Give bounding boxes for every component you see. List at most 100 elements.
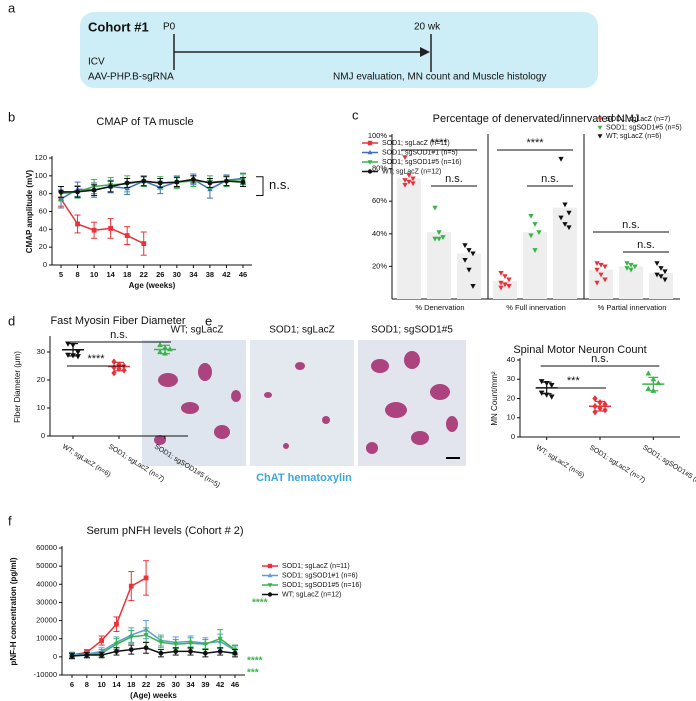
- marker: [654, 272, 660, 278]
- marker: [566, 225, 572, 231]
- marker: [75, 189, 80, 195]
- marker: [506, 277, 512, 283]
- marker: [548, 394, 555, 400]
- marker: [594, 261, 600, 267]
- marker: [624, 261, 630, 267]
- marker: [406, 173, 412, 178]
- x-tick-label: 10: [90, 270, 98, 279]
- chart-title: Percentage of denervated/innervated NMJ: [433, 113, 640, 125]
- y-tick-label: 40000: [36, 579, 57, 588]
- y-tick-label: 60000: [36, 543, 57, 552]
- marker: [190, 177, 196, 182]
- x-tick-label: 42: [216, 680, 224, 689]
- x-tick-label: 18: [127, 680, 135, 689]
- significance-label: ***: [567, 375, 581, 387]
- neuron: [430, 384, 450, 400]
- neuron: [154, 435, 166, 445]
- x-tick-label: 38: [206, 270, 214, 279]
- series-line: [71, 577, 147, 656]
- marker: [111, 369, 117, 377]
- y-tick-label: 10: [507, 413, 515, 422]
- marker: [69, 653, 75, 659]
- y-tick-label: 0: [53, 652, 57, 661]
- x-tick-label: 8: [75, 270, 79, 279]
- marker: [141, 178, 147, 184]
- x-tick-label: 34: [189, 270, 198, 279]
- marker: [173, 642, 179, 648]
- chart-title: Serum pNFH levels (Cohort # 2): [86, 525, 243, 537]
- vector-label: AAV-PHP.B-sgRNA: [88, 72, 174, 83]
- legend-label: SOD1; sgSOD1#5 (n=5): [606, 124, 682, 131]
- significance-label: ****: [252, 598, 268, 609]
- legend-label: SOD1; sgSOD1#1 (n=6): [282, 572, 358, 579]
- image-label: SOD1; sgLacZ: [269, 325, 335, 336]
- y-tick-label: 20: [507, 393, 515, 402]
- marker: [157, 180, 163, 186]
- marker: [536, 230, 542, 236]
- x-tick-label: WT; sgLacZ (n=6): [535, 444, 586, 479]
- chart-title: Spinal Motor Neuron Count: [513, 344, 646, 356]
- marker: [462, 257, 468, 263]
- panel-letter: d: [8, 313, 15, 328]
- y-tick-label: 60%: [372, 196, 387, 205]
- legend-label: WT; sgLacZ (n=12): [282, 591, 341, 598]
- x-axis-label: (Age) weeks: [130, 691, 177, 700]
- neuron: [181, 402, 199, 414]
- neuron: [158, 373, 178, 387]
- legend-label: WT; sgLacZ (n=12): [382, 168, 441, 175]
- significance-bracket: [256, 176, 264, 196]
- micrograph: [250, 340, 354, 466]
- series-line: [71, 647, 236, 657]
- marker: [470, 284, 476, 289]
- marker: [188, 649, 193, 654]
- marker: [432, 205, 438, 211]
- legend-marker: [597, 125, 603, 131]
- marker: [436, 236, 442, 242]
- significance-label: n.s.: [110, 329, 128, 341]
- y-tick-label: 30: [507, 374, 515, 383]
- marker: [143, 633, 149, 638]
- image-label: WT; sgLacZ: [171, 325, 224, 336]
- marker: [645, 370, 652, 376]
- readout-label: NMJ evaluation, MN count and Muscle hist…: [333, 72, 546, 83]
- legend-marker: [367, 140, 373, 146]
- marker: [466, 267, 472, 273]
- chart-title: CMAP of TA muscle: [96, 116, 193, 128]
- panel-letter: a: [8, 0, 16, 15]
- marker: [592, 395, 598, 402]
- significance-label: ****: [247, 656, 263, 667]
- legend-label: SOD1; sgLacZ (n=7): [606, 116, 670, 123]
- marker: [75, 221, 80, 227]
- marker: [654, 261, 660, 267]
- marker: [108, 184, 114, 189]
- marker: [662, 277, 668, 283]
- arrow-head: [420, 47, 430, 57]
- legend-label: SOD1; sgSOD1#5 (n=16): [282, 582, 362, 589]
- x-tick-label: 30: [172, 680, 180, 689]
- significance-label: ***: [247, 668, 259, 679]
- significance-label: n.s.: [541, 173, 559, 185]
- marker: [532, 222, 538, 227]
- marker: [632, 264, 638, 270]
- marker: [202, 650, 208, 656]
- x-tick-label: % Full innervation: [506, 303, 566, 312]
- y-axis-label: pNF-H concentration (pg/ml): [9, 557, 18, 665]
- x-tick-label: 22: [140, 270, 148, 279]
- marker: [108, 226, 114, 231]
- legend-label: SOD1; sgSOD1#1 (n=5): [382, 149, 458, 156]
- marker: [406, 179, 412, 185]
- neuron: [198, 363, 212, 381]
- x-tick-label: 22: [142, 680, 150, 689]
- marker: [436, 230, 442, 236]
- marker: [402, 178, 408, 183]
- x-tick-label: 46: [239, 270, 247, 279]
- x-tick-label: 46: [231, 680, 239, 689]
- marker: [124, 233, 130, 238]
- panel-letter: b: [8, 109, 15, 124]
- cohort-label: Cohort #1: [88, 19, 149, 34]
- marker: [158, 650, 164, 656]
- marker: [187, 641, 194, 647]
- marker: [232, 650, 238, 656]
- marker: [662, 269, 668, 275]
- marker: [128, 583, 134, 589]
